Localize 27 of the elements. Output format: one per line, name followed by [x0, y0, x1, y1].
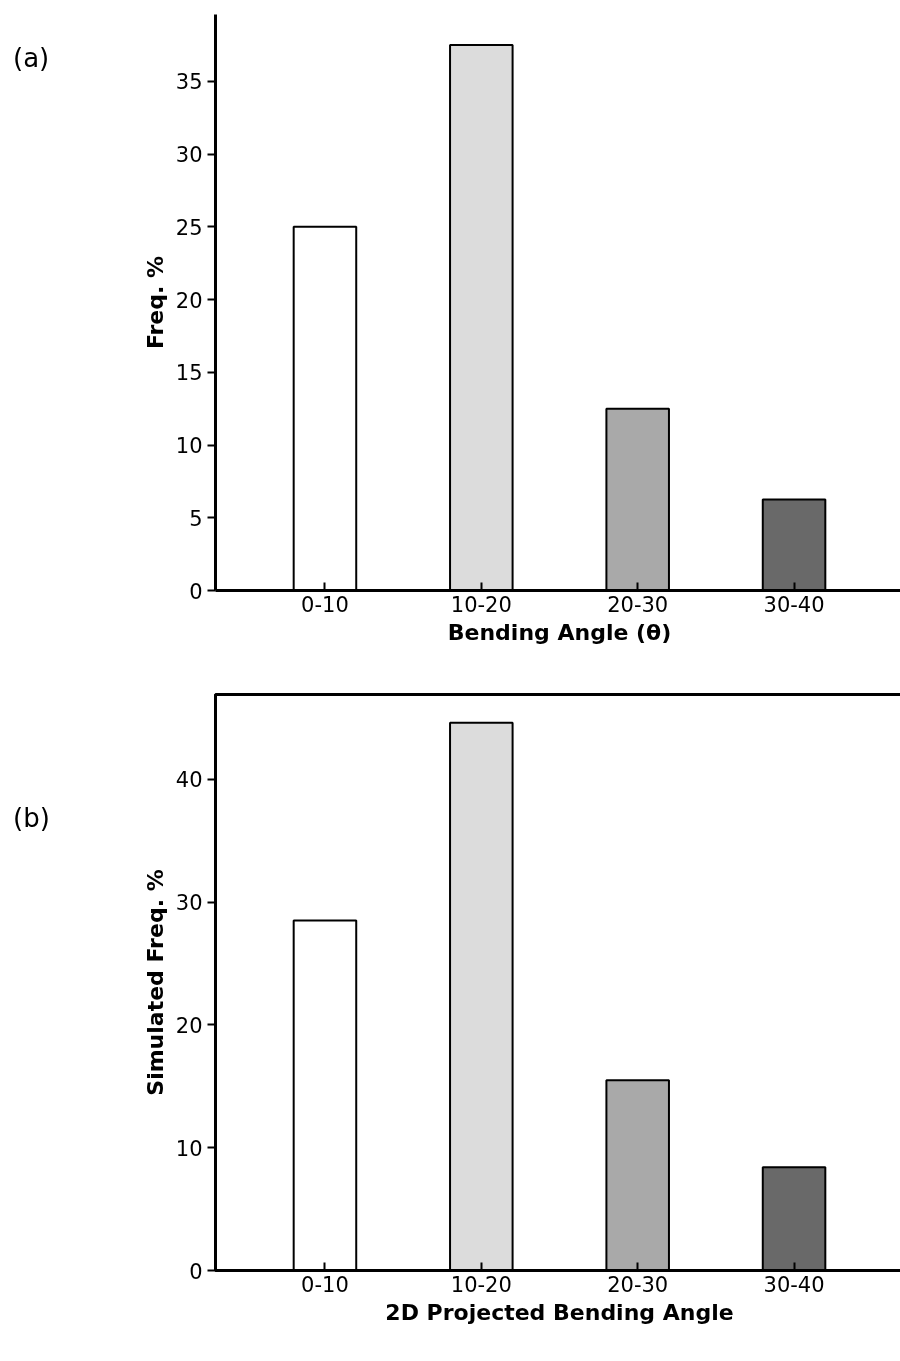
- y-tick-label: 0: [189, 1259, 203, 1284]
- y-tick-label: 20: [175, 288, 203, 313]
- y-tick-label: 35: [175, 70, 203, 95]
- x-tick-label: 30-40: [763, 592, 825, 617]
- y-tick-label: 10: [175, 434, 203, 459]
- y-tick-label: 20: [175, 1013, 203, 1038]
- y-tick-label: 30: [175, 891, 203, 916]
- x-tick-label: 10-20: [450, 1272, 512, 1297]
- x-tick-label: 0-10: [301, 1272, 349, 1297]
- x-tick-label: 20-30: [607, 1272, 669, 1297]
- x-axis-title: Bending Angle (θ): [447, 619, 672, 645]
- x-tick-label: 20-30: [607, 592, 669, 617]
- text: (a): [13, 42, 50, 75]
- y-axis-title: Freq. %: [142, 255, 168, 350]
- y-tick-label: 0: [189, 579, 203, 604]
- text: (b): [13, 802, 50, 835]
- x-tick-label: 10-20: [450, 592, 512, 617]
- y-tick-label: 25: [175, 215, 203, 240]
- x-tick-label: 30-40: [763, 1272, 825, 1297]
- y-tick-label: 5: [189, 506, 203, 531]
- y-tick-label: 30: [175, 143, 203, 168]
- y-tick-label: 15: [175, 361, 203, 386]
- y-tick-label: 40: [175, 768, 203, 793]
- y-axis-title: Simulated Freq. %: [142, 869, 168, 1096]
- x-axis-title: 2D Projected Bending Angle: [385, 1299, 734, 1325]
- x-tick-label: 0-10: [301, 592, 349, 617]
- y-tick-label: 10: [175, 1136, 203, 1161]
